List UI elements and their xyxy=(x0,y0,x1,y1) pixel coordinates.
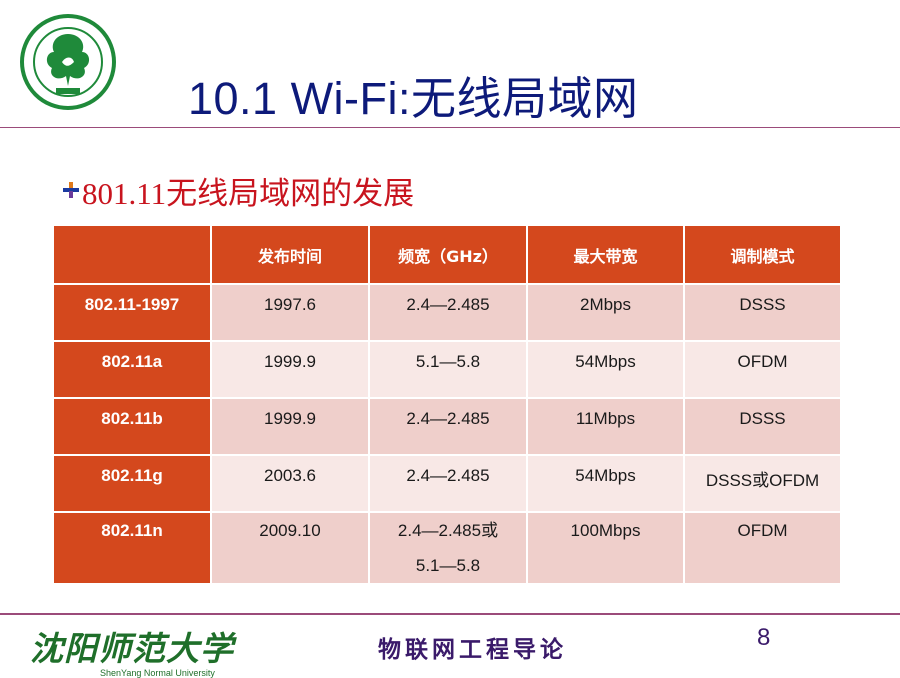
header-cell xyxy=(52,224,212,285)
header-cell: 调制模式 xyxy=(683,224,842,285)
course-title: 物联网工程导论 xyxy=(378,636,567,663)
standard-name: 802.11g xyxy=(52,454,212,513)
modulation: OFDM xyxy=(683,511,842,585)
table-row: 802.11a 1999.9 5.1—5.8 54Mbps OFDM xyxy=(52,340,842,399)
table-header-row: 发布时间 频宽（GHz） 最大带宽 调制模式 xyxy=(52,224,842,285)
frequency-band-line: 2.4—2.485或 xyxy=(397,521,499,540)
university-logotype: 沈阳师范大学 ShenYang Normal University xyxy=(30,622,234,678)
frequency-band: 2.4—2.485或 5.1—5.8 xyxy=(368,511,528,585)
footer-divider xyxy=(0,613,900,615)
release-date: 1997.6 xyxy=(210,283,370,342)
max-bandwidth: 100Mbps xyxy=(526,511,685,585)
modulation: DSSS或OFDM xyxy=(683,454,842,513)
frequency-band-line: 5.1—5.8 xyxy=(415,556,481,575)
table-row: 802.11n 2009.10 2.4—2.485或 5.1—5.8 100Mb… xyxy=(52,511,842,585)
header-cell: 发布时间 xyxy=(210,224,370,285)
max-bandwidth: 2Mbps xyxy=(526,283,685,342)
plus-bullet-icon xyxy=(62,178,80,202)
table-row: 802.11-1997 1997.6 2.4—2.485 2Mbps DSSS xyxy=(52,283,842,342)
subtitle-bullet: 801.11无线局域网的发展 xyxy=(62,170,415,211)
standard-name: 802.11n xyxy=(52,511,212,585)
max-bandwidth: 11Mbps xyxy=(526,397,685,456)
release-date: 2009.10 xyxy=(210,511,370,585)
modulation: DSSS xyxy=(683,397,842,456)
max-bandwidth: 54Mbps xyxy=(526,340,685,399)
header-cell: 频宽（GHz） xyxy=(368,224,528,285)
max-bandwidth: 54Mbps xyxy=(526,454,685,513)
section-heading: 801.11无线局域网的发展 xyxy=(82,175,415,211)
header-cell: 最大带宽 xyxy=(526,224,685,285)
university-seal-icon xyxy=(18,12,118,112)
frequency-band: 5.1—5.8 xyxy=(368,340,528,399)
standard-name: 802.11b xyxy=(52,397,212,456)
table-row: 802.11g 2003.6 2.4—2.485 54Mbps DSSS或OFD… xyxy=(52,454,842,513)
frequency-band: 2.4—2.485 xyxy=(368,283,528,342)
standard-name: 802.11-1997 xyxy=(52,283,212,342)
release-date: 1999.9 xyxy=(210,340,370,399)
modulation: DSSS xyxy=(683,283,842,342)
frequency-band: 2.4—2.485 xyxy=(368,454,528,513)
standard-name: 802.11a xyxy=(52,340,212,399)
wifi-standards-table: 发布时间 频宽（GHz） 最大带宽 调制模式 802.11-1997 1997.… xyxy=(52,224,842,585)
university-name-en: ShenYang Normal University xyxy=(100,668,215,678)
slide-title: 10.1 Wi-Fi:无线局域网 xyxy=(188,73,639,124)
modulation: OFDM xyxy=(683,340,842,399)
frequency-band: 2.4—2.485 xyxy=(368,397,528,456)
release-date: 2003.6 xyxy=(210,454,370,513)
page-number: 8 xyxy=(757,624,771,651)
university-name-cn: 沈阳师范大学 xyxy=(30,629,234,668)
title-divider xyxy=(0,127,900,128)
table-row: 802.11b 1999.9 2.4—2.485 11Mbps DSSS xyxy=(52,397,842,456)
release-date: 1999.9 xyxy=(210,397,370,456)
